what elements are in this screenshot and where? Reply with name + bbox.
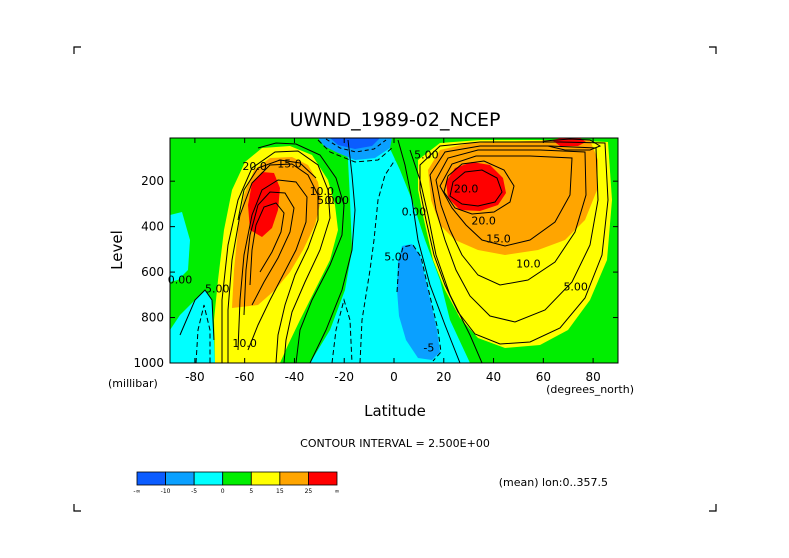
contour-label: 0.00 <box>168 273 193 286</box>
contour-line-dashed <box>317 139 393 163</box>
x-tick-label: -40 <box>285 370 305 384</box>
contour-line-dashed <box>195 304 211 363</box>
contour-label: 0.00 <box>402 205 427 218</box>
fill-darkblue-upper <box>330 138 380 149</box>
contour-label: 10.0 <box>310 185 335 198</box>
colorbar-label: -10 <box>161 488 171 495</box>
x-tick-label: 40 <box>486 370 501 384</box>
contour-label: 10.0 <box>232 337 257 350</box>
contour-line-dashed <box>396 244 442 362</box>
contour-label: 0.00 <box>325 194 350 207</box>
colorbar-swatch <box>250 471 281 486</box>
colorbar-label: 15 <box>276 488 284 495</box>
contour-line-right <box>409 149 483 363</box>
y-axis-label: Level <box>108 230 126 270</box>
y-tick-label: 600 <box>141 265 164 279</box>
contour-labels: 20.0 15.010.05.000.000.005.0010.00.005.00… <box>168 148 588 354</box>
fill-cyan-left-lower <box>170 290 215 363</box>
y-tick-label: 200 <box>141 174 164 188</box>
y-axis: 200 400 600 800 1000 <box>133 174 618 370</box>
contour-line-left <box>249 202 285 286</box>
contour-line-dashed <box>359 159 396 363</box>
colorbar-swatch <box>165 471 195 486</box>
colorbar-swatch <box>308 471 338 486</box>
colorbar-label: 0 <box>221 488 225 495</box>
colorbar-swatch <box>136 471 166 486</box>
contour-line-left <box>243 191 295 316</box>
contour-lines <box>179 138 609 363</box>
x-tick-label: -20 <box>334 370 354 384</box>
fill-cyan-left-patch <box>170 212 190 282</box>
colorbar-label: -5 <box>191 488 197 495</box>
fill-blue-tropical-lower <box>397 244 440 360</box>
contour-line-right <box>435 149 587 286</box>
x-axis-units: (degrees_north) <box>546 383 634 396</box>
y-tick-label: 800 <box>141 311 164 325</box>
x-axis-label: Latitude <box>364 402 426 420</box>
colorbar-label: -∞ <box>133 488 140 495</box>
contour-line-left <box>309 139 356 363</box>
x-tick-label: 80 <box>585 370 600 384</box>
colorbar-swatch <box>222 471 252 486</box>
contour-line-right <box>449 169 503 207</box>
contour-line-right <box>543 138 602 151</box>
colorbar: -∞ -10 -5 0 5 15 25 ∞ <box>133 471 340 495</box>
contour-line-right <box>397 139 461 363</box>
x-tick-label: -60 <box>235 370 255 384</box>
contour-line-right <box>439 155 573 247</box>
contour-label: 5.00 <box>205 283 230 296</box>
contour-line-left <box>237 159 317 221</box>
contour-label: 20.0 <box>471 214 496 227</box>
contour-label: 5.00 <box>384 251 409 264</box>
contour-interval-text: CONTOUR INTERVAL = 2.500E+00 <box>300 437 490 450</box>
contour-line-right <box>419 141 609 345</box>
contour-line-left <box>237 179 308 351</box>
contour-line-right <box>429 145 599 323</box>
contour-line-left <box>221 150 331 363</box>
x-tick-label: 60 <box>536 370 551 384</box>
contour-line-left <box>227 163 319 363</box>
corner-marks <box>73 46 717 512</box>
chart-title: UWND_1989-02_NCEP <box>290 109 501 131</box>
contour-line-dashed <box>325 138 387 153</box>
x-axis: -80 -60 -40 -20 0 20 40 60 80 <box>185 138 601 384</box>
y-tick-label: 400 <box>141 220 164 234</box>
contour-label: 20.0 <box>242 160 267 173</box>
contour-label: 5.00 <box>414 148 439 161</box>
fill-red-left <box>248 172 280 237</box>
colorbar-swatch <box>193 471 224 486</box>
x-tick-label: 20 <box>436 370 451 384</box>
y-axis-units: (millibar) <box>108 377 158 390</box>
contour-label: 20.0 <box>454 183 479 196</box>
contour-label: 15.0 <box>486 233 511 246</box>
colorbar-label: ∞ <box>335 488 340 495</box>
contour-line-right <box>443 160 515 215</box>
x-tick-label: 0 <box>390 370 398 384</box>
colorbar-label: 25 <box>305 488 313 495</box>
y-tick-label: 1000 <box>133 356 164 370</box>
contour-label: 5.00 <box>563 280 588 293</box>
contour-label: 5.00 <box>317 194 342 207</box>
contour-label: 15.0 <box>277 158 302 171</box>
contour-line-dashed <box>331 298 353 363</box>
colorbar-swatch <box>279 471 309 486</box>
mean-longitude-text: (mean) lon:0..357.5 <box>499 476 608 489</box>
contour-line-left <box>179 289 215 341</box>
colorbar-label: 5 <box>249 488 253 495</box>
contour-line-left <box>257 142 345 363</box>
contour-label: -5 <box>423 342 434 355</box>
contour-label: 10.0 <box>516 258 541 271</box>
x-tick-label: -80 <box>185 370 205 384</box>
